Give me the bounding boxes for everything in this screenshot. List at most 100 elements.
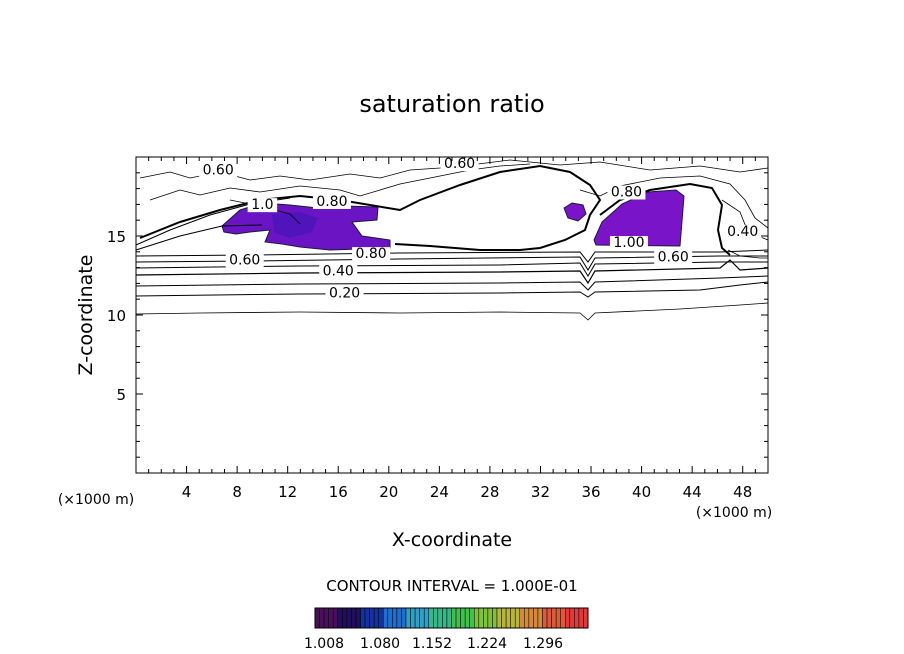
x-tick-label: 44 [683,483,702,501]
contour-label-bg [225,253,264,268]
contour-label: 0.60 [229,252,260,268]
colorbar-cell [428,607,434,629]
colorbar-cell [378,607,384,629]
colorbar-tick-label: 1.296 [523,636,563,652]
contour-line [135,281,769,298]
colorbar-cell [460,607,466,629]
colorbar-cell [569,607,575,629]
contour-line [149,163,531,201]
contour-label: 0.40 [323,264,354,280]
colorbar-cell [332,607,339,629]
x-unit-right: (×1000 m) [696,505,772,521]
contour-label: 0.40 [727,224,758,240]
x-tick-label: 40 [632,483,651,501]
colorbar-cell [342,607,348,629]
colorbar-cell [433,607,439,629]
contour-label: 0.60 [658,249,689,265]
colorbar-tick-label: 1.080 [360,636,400,652]
contour-label: 0.80 [356,246,387,262]
contour-label: 0.60 [203,162,234,178]
colorbar-cell [537,607,543,629]
chart-title: saturation ratio [359,90,544,118]
colorbar-cell [492,607,498,629]
colorbar-cell [442,607,448,629]
colorbar-cell [505,607,511,629]
colorbar-cell [323,607,329,629]
colorbar-cell [451,607,457,629]
colorbar-cell [565,607,571,629]
colorbar-cell [360,607,366,629]
colorbar-cell [319,607,325,629]
x-tick-label: 16 [329,483,348,501]
colorbar-cell [478,607,484,629]
y-tick-label: 10 [107,307,126,325]
colorbar-cell [464,607,470,629]
contour-label-bg [654,250,693,265]
colorbar-cell [510,607,516,629]
colorbar-cell [574,607,580,629]
colorbar-cell [401,607,407,629]
supersaturation-region-left-core [272,212,318,238]
x-tick-label: 8 [232,483,242,501]
y-axis-ticks: 5 10 15 [107,172,768,458]
contour-label-bg [312,194,351,209]
y-axis-label: Z-coordinate [75,255,97,376]
contour-interval-text: CONTOUR INTERVAL = 1.000E-01 [326,577,577,595]
contour-label: 1.0 [251,197,273,213]
colorbar-cell [414,607,420,629]
x-tick-label: 12 [278,483,297,501]
contour-line [135,249,769,263]
plot-area: 0.60 0.60 0.80 0.80 1.00 0.80 0.60 0.60 0.40 0.40… [135,156,769,474]
colorbar [314,607,589,629]
contour-label-bg [325,286,364,301]
contour-label-bg [352,247,391,262]
colorbar-cell [546,607,552,629]
contour-label-bg [199,163,238,178]
x-tick-label: 36 [581,483,600,501]
x-axis-label: X-coordinate [392,529,512,551]
colorbar-cell [542,607,548,629]
colorbar-cell [392,607,398,629]
colorbar-tick-label: 1.008 [304,636,344,652]
colorbar-cell [364,607,370,629]
colorbar-cell [496,607,502,629]
colorbar-cell [524,607,530,629]
contour-label-bg [440,157,479,172]
x-tick-label: 4 [182,483,192,501]
contour-lines [135,159,769,321]
contour-label: 1.00 [613,235,644,251]
x-unit-left: (×1000 m) [58,492,134,508]
colorbar-cell [369,607,375,629]
x-tick-label: 24 [430,483,449,501]
colorbar-cell [474,607,480,629]
colorbar-cell [383,607,389,629]
x-axis-ticks: 4 8 12 16 20 24 28 32 36 40 44 48 [148,157,756,501]
x-tick-label: 32 [531,483,550,501]
x-tick-label: 48 [733,483,752,501]
colorbar-cell [469,607,475,629]
contour-label-bg [723,225,762,239]
colorbar-tick-label: 1.224 [467,636,507,652]
colorbar-ticks: 1.008 1.080 1.152 1.224 1.296 [304,636,563,652]
x-tick-label: 20 [379,483,398,501]
y-tick-label: 5 [116,386,126,404]
colorbar-cell [328,607,334,629]
colorbar-cell [501,607,507,629]
contour-label: 0.60 [444,156,475,172]
contour-line [727,249,768,259]
contour-line [139,164,602,251]
contour-line [579,175,769,229]
contour-label: 0.80 [316,194,347,210]
colorbar-cell [314,607,320,629]
contour-label-bg [319,264,358,279]
colorbar-cell [346,607,352,629]
supersaturation-region-small [563,202,587,222]
colorbar-cell [514,607,521,629]
colorbar-cell [455,607,461,629]
contour-line [135,275,769,291]
colorbar-cell [533,607,539,629]
contour-label-bg [609,236,648,251]
colorbar-cell [583,607,589,629]
colorbar-cell [551,607,557,629]
